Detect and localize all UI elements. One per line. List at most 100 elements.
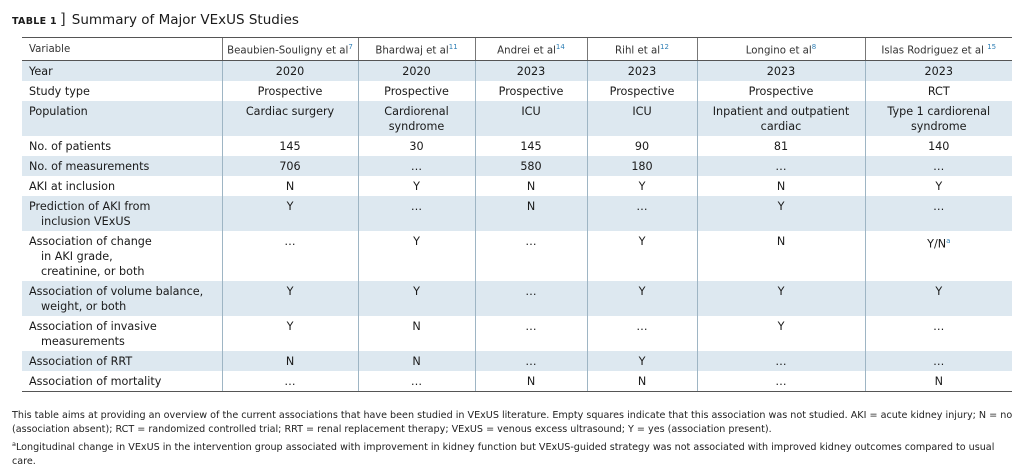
table-cell: 706	[221, 156, 358, 176]
table-cell: N	[696, 176, 865, 196]
cell-value: N	[637, 374, 647, 388]
table-cell: …	[474, 231, 587, 281]
footnote-a-text: Longitudinal change in VExUS in the inte…	[12, 442, 995, 468]
table-cell: …	[221, 231, 358, 281]
table-cell: …	[696, 156, 865, 176]
cell-value: Prospective	[257, 84, 323, 98]
row-label: No. of measurements	[22, 156, 222, 176]
row-label: Year	[22, 60, 222, 81]
cell-value: ICU	[632, 104, 652, 118]
table-cell: Y	[357, 281, 475, 316]
cell-value: …	[933, 159, 945, 173]
table-cell: 2023	[696, 60, 865, 81]
cell-value: N	[412, 319, 421, 333]
table-cell: 30	[357, 136, 475, 156]
cell-value: …	[525, 234, 537, 248]
row-label: Association of RRT	[22, 351, 222, 371]
table-cell: N	[357, 351, 475, 371]
cell-value: 2023	[627, 64, 657, 78]
footnote-a: aLongitudinal change in VExUS in the int…	[12, 437, 1018, 469]
table-cell: …	[586, 196, 697, 231]
table-cell: Y	[864, 176, 1012, 196]
row-label-line: inclusion VExUS	[41, 214, 131, 228]
table-cell: 580	[474, 156, 587, 176]
table-cell: 90	[586, 136, 697, 156]
table-cell: …	[696, 371, 865, 392]
cell-value: 145	[279, 139, 301, 153]
cell-value: Y	[935, 284, 943, 298]
reference-superscript: 11	[448, 42, 458, 51]
column-header-text: Longino et al	[745, 45, 812, 57]
table-row: Population Cardiac surgery Cardiorenal syn…	[22, 101, 1012, 136]
cell-value: N	[285, 354, 295, 368]
cell-value: …	[933, 354, 945, 368]
cell-value: Y	[413, 284, 420, 298]
column-header-text: Islas Rodriguez et al	[881, 45, 988, 57]
row-label-line: weight, or both	[41, 299, 127, 313]
table-cell: Y	[696, 316, 865, 351]
cell-value: N	[412, 354, 421, 368]
table-row: Year 2020 2020 2023 2023 2023 2023	[22, 60, 1012, 81]
cell-value: Prospective	[498, 84, 564, 98]
cell-value: …	[775, 354, 787, 368]
cell-value: …	[933, 319, 945, 333]
row-label-line: Year	[29, 64, 53, 78]
table-cell: Prospective	[586, 81, 697, 101]
table-cell: 145	[474, 136, 587, 156]
table-cell: Prospective	[474, 81, 587, 101]
table-cell: Y	[586, 176, 697, 196]
row-label-line: No. of patients	[29, 139, 112, 153]
table-row: Prediction of AKI from inclusion VExUS Y … N…	[22, 196, 1012, 231]
row-label-line: No. of measurements	[29, 159, 150, 173]
table-cell: …	[586, 316, 697, 351]
row-label-line: creatinine, or both	[41, 264, 145, 278]
table-cell: Y	[864, 281, 1012, 316]
title-bracket: ]	[59, 10, 66, 28]
table-cell: Y	[586, 281, 697, 316]
table-cell: …	[864, 351, 1012, 371]
row-label: Association of volume balance, weight, or…	[22, 281, 222, 316]
table-cell: N	[221, 351, 358, 371]
table-cell: …	[357, 156, 475, 176]
table-row: Association of volume balance, weight, or…	[22, 281, 1012, 316]
cell-value: …	[636, 319, 648, 333]
cell-value: …	[410, 159, 423, 173]
cell-value: 30	[409, 139, 424, 153]
table-cell: …	[864, 196, 1012, 231]
table-cell: Prospective	[696, 81, 865, 101]
table-cell: Y	[696, 281, 865, 316]
table-cell: 2020	[221, 60, 358, 81]
table-row: AKI at inclusion N Y N Y N Y	[22, 176, 1012, 196]
row-label: Association of invasive measurements	[22, 316, 222, 351]
table-cell: Y	[586, 231, 697, 281]
cell-value: Y	[413, 179, 420, 193]
column-header-study: Rihl et al12	[586, 37, 697, 61]
table-cell: Y	[696, 196, 865, 231]
cell-value: 81	[773, 139, 789, 153]
table-row: Association of RRT N N… Y……	[22, 351, 1012, 371]
table-caption: Summary of Major VExUS Studies	[71, 12, 299, 28]
cell-value: Y	[413, 234, 420, 248]
cell-value: Prospective	[748, 84, 814, 98]
cell-value: 706	[279, 159, 301, 173]
table-row: Association of invasive measurements Y N … … Y…	[22, 316, 1012, 351]
cell-value: Y	[286, 284, 294, 298]
table-cell: Y	[221, 316, 358, 351]
table-row: No. of patients 145 30 145 90 81 140	[22, 136, 1012, 156]
row-label: AKI at inclusion	[22, 176, 222, 196]
table-cell: N	[586, 371, 697, 392]
table-cell: …	[864, 156, 1012, 176]
column-header-text: Rihl et al	[615, 45, 661, 57]
cell-value: N	[526, 374, 536, 388]
table-cell: Cardiac surgery	[221, 101, 358, 136]
row-label: Association of mortality	[22, 371, 222, 392]
table-cell: N	[221, 176, 358, 196]
table-cell: 180	[586, 156, 697, 176]
table-cell: Y/Na	[864, 231, 1012, 281]
table-cell: 145	[221, 136, 358, 156]
row-label: Population	[22, 101, 222, 136]
column-header-text: Bhardwaj et al	[375, 45, 449, 57]
table-cell: N	[474, 196, 587, 231]
column-header-variable: Variable	[22, 37, 222, 61]
table-cell: 140	[864, 136, 1012, 156]
